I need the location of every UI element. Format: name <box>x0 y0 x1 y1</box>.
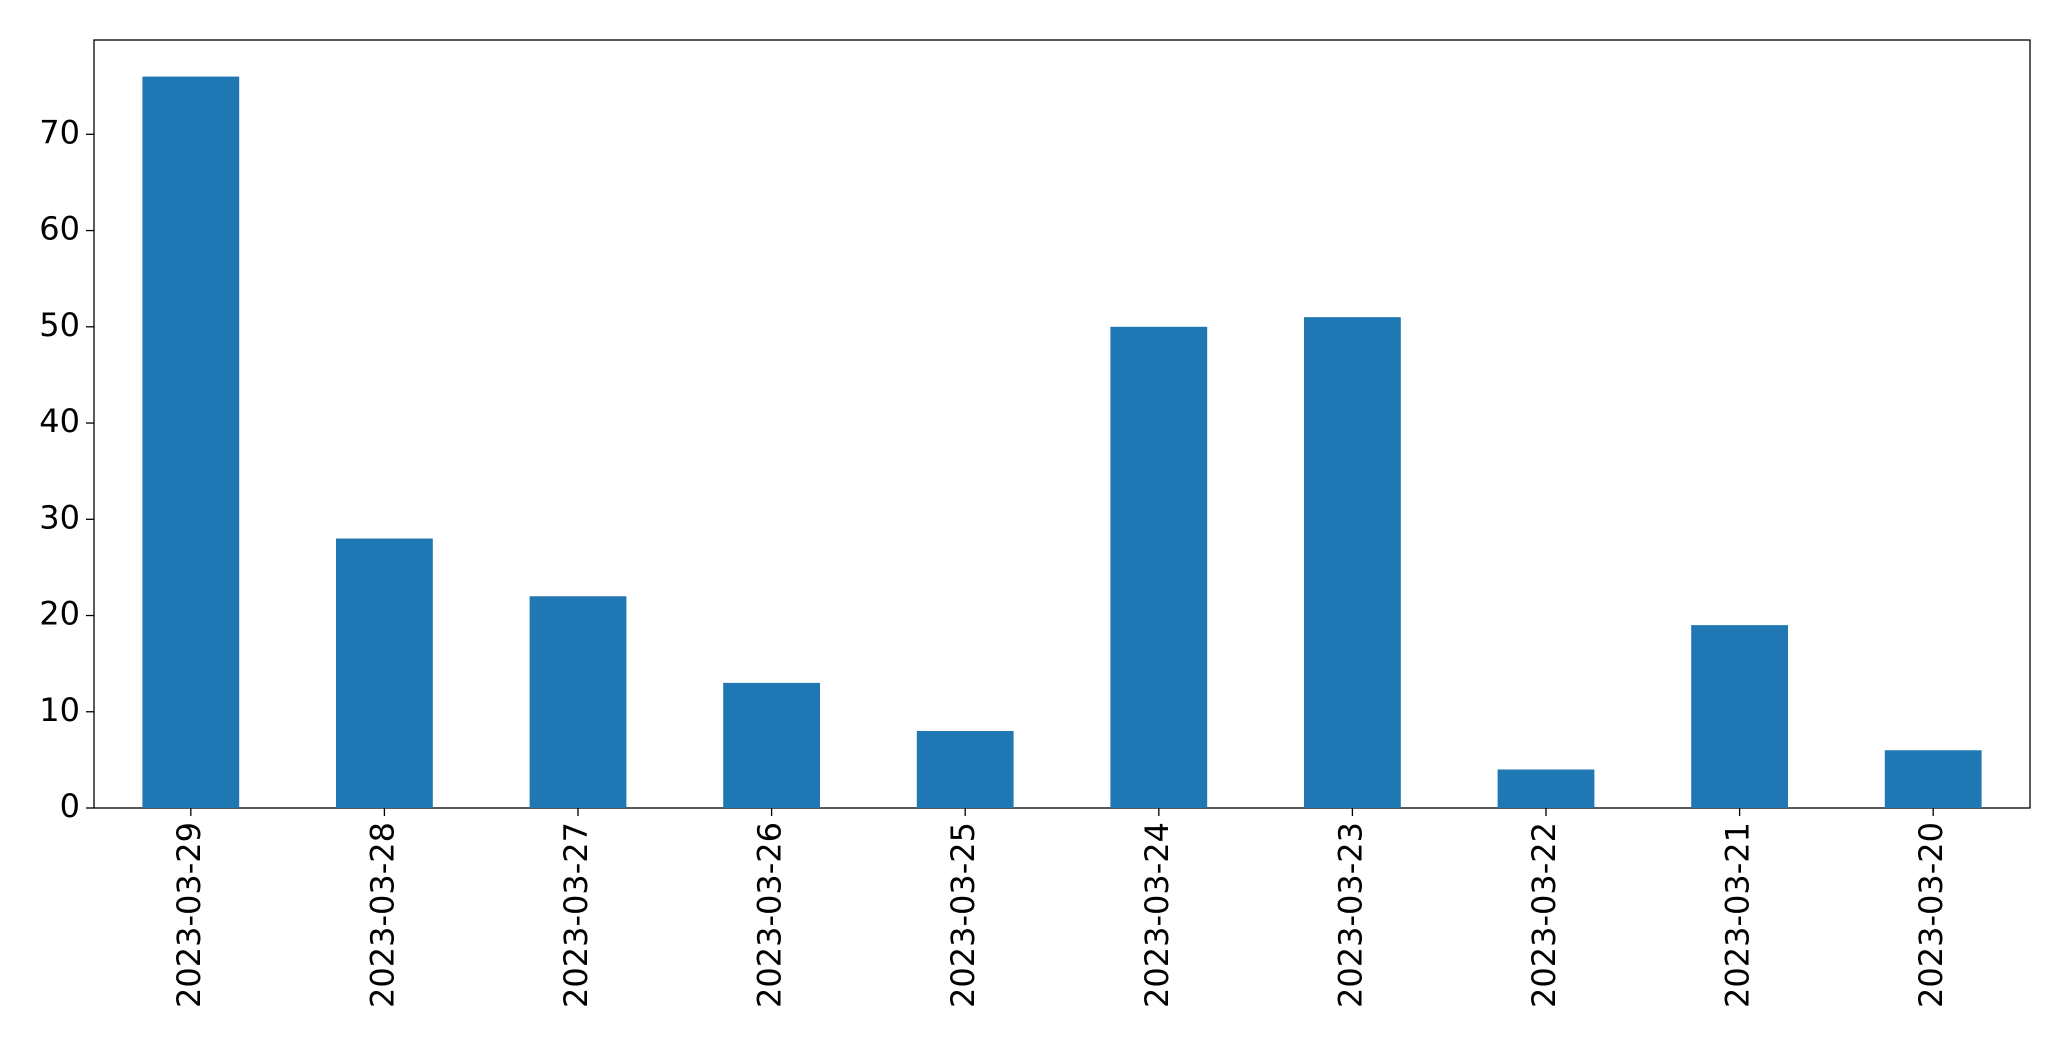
bar <box>336 538 433 808</box>
y-tick-label: 40 <box>39 402 80 440</box>
bar <box>1497 769 1595 808</box>
bar <box>1884 750 1982 808</box>
x-tick-label: 2023-03-22 <box>1525 822 1563 1008</box>
bar <box>1110 326 1208 808</box>
x-tick-label: 2023-03-27 <box>557 822 595 1008</box>
x-tick-label: 2023-03-23 <box>1331 822 1369 1008</box>
bar <box>916 731 1014 808</box>
bar <box>142 76 240 809</box>
x-tick-label: 2023-03-24 <box>1138 822 1176 1008</box>
x-tick-label: 2023-03-28 <box>363 822 401 1008</box>
x-tick-label: 2023-03-26 <box>751 822 789 1008</box>
bar <box>1304 317 1401 808</box>
x-tick-label: 2023-03-20 <box>1912 822 1950 1008</box>
bar <box>1691 625 1788 808</box>
bar <box>529 596 627 808</box>
plot-frame <box>93 39 2031 809</box>
x-tick-label: 2023-03-25 <box>944 822 982 1008</box>
y-tick-label: 50 <box>39 306 80 344</box>
y-tick-label: 30 <box>39 498 80 536</box>
y-tick-label: 70 <box>39 113 80 151</box>
y-tick-label: 20 <box>39 595 80 633</box>
x-tick-label: 2023-03-29 <box>170 822 208 1008</box>
y-tick-label: 0 <box>60 787 80 825</box>
x-tick-label: 2023-03-21 <box>1719 822 1757 1008</box>
y-tick-label: 10 <box>39 691 80 729</box>
y-tick-label: 60 <box>39 210 80 248</box>
bar <box>723 682 820 808</box>
